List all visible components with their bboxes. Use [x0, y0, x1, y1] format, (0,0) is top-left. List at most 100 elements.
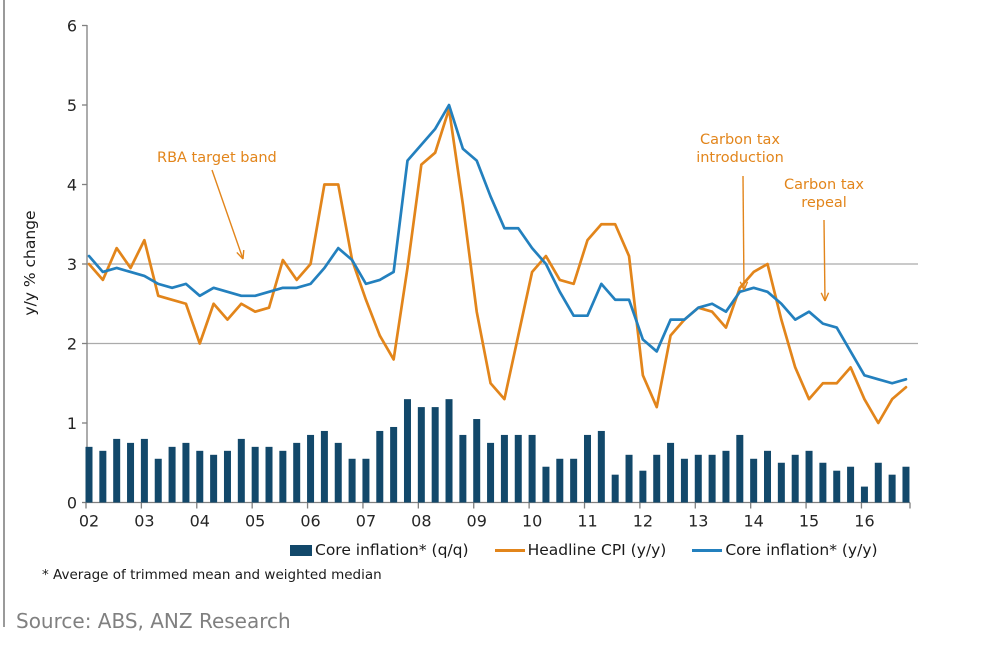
core-qq-bar — [376, 430, 384, 503]
annotation-text-line1: Carbon tax — [784, 177, 864, 193]
annotation-carbon-tax-introduction: Carbon tax introduction — [685, 131, 795, 167]
core-qq-bar — [791, 454, 799, 503]
core-qq-bar — [736, 434, 744, 503]
x-axis-tick-label: 07 — [356, 512, 376, 531]
core-qq-bar — [182, 442, 190, 503]
core-qq-bar — [251, 446, 259, 503]
x-axis-tick-label: 16 — [854, 512, 874, 531]
annotation-text-line2: repeal — [801, 195, 847, 211]
annotation-text-line2: introduction — [696, 150, 784, 166]
core-qq-bar — [168, 446, 176, 503]
core-qq-bar — [307, 434, 315, 503]
core-qq-bar — [459, 434, 467, 503]
core-qq-bar — [777, 462, 785, 503]
legend-label: Core inflation* (q/q) — [315, 541, 469, 559]
core-yy-line — [87, 103, 908, 385]
x-axis-tick-label: 11 — [577, 512, 597, 531]
y-axis-tick-label: 4 — [67, 176, 77, 195]
x-axis-tick-label: 13 — [688, 512, 708, 531]
annotation-arrowhead — [820, 292, 826, 302]
core-qq-bar — [279, 450, 287, 503]
core-qq-bar — [583, 434, 591, 503]
y-axis-tick-label: 5 — [67, 96, 77, 115]
core-qq-bar — [196, 450, 204, 503]
chart-footnote: * Average of trimmed mean and weighted m… — [42, 567, 382, 583]
core-qq-bar — [445, 399, 453, 503]
legend-bar-swatch-icon — [290, 544, 312, 556]
x-axis-tick-label: 10 — [522, 512, 542, 531]
core-qq-bar — [750, 458, 758, 503]
core-qq-bar — [334, 442, 342, 503]
x-axis-tick-label: 02 — [79, 512, 99, 531]
legend-line-swatch-icon — [692, 548, 723, 552]
x-axis-tick-label: 03 — [134, 512, 154, 531]
core-qq-bar — [639, 470, 647, 503]
core-qq-bar — [140, 438, 148, 503]
core-qq-bar — [542, 466, 550, 503]
x-axis-tick-label: 15 — [799, 512, 819, 531]
core-qq-bar — [902, 466, 910, 503]
core-qq-bar — [625, 454, 633, 503]
core-qq-bar — [85, 446, 93, 503]
chart-legend: Core inflation* (q/q) Headline CPI (y/y)… — [290, 541, 878, 559]
core-qq-bar — [597, 430, 605, 503]
annotation-arrowhead — [236, 251, 244, 260]
core-qq-bar — [611, 474, 619, 503]
core-qq-bar — [293, 442, 301, 503]
annotation-text: RBA target band — [157, 150, 277, 166]
x-axis-tick-label: 06 — [300, 512, 320, 531]
core-qq-bar — [694, 454, 702, 503]
core-qq-bar — [570, 458, 578, 503]
legend-item-core-qq: Core inflation* (q/q) — [290, 541, 469, 559]
core-qq-bar — [667, 442, 675, 503]
y-axis-title: y/y % change — [21, 210, 39, 316]
source-attribution: Source: ABS, ANZ Research — [16, 609, 291, 633]
core-qq-bar — [348, 458, 356, 503]
core-qq-bar — [473, 419, 481, 503]
core-qq-bar — [431, 407, 439, 503]
legend-item-core-yy: Core inflation* (y/y) — [692, 541, 878, 559]
core-qq-bar — [320, 430, 328, 503]
annotation-text-line1: Carbon tax — [700, 132, 780, 148]
core-qq-bar — [722, 450, 730, 503]
y-axis-tick-label: 3 — [67, 255, 77, 274]
core-qq-bar — [127, 442, 135, 503]
core-qq-bar — [237, 438, 245, 503]
legend-label: Core inflation* (y/y) — [725, 541, 878, 559]
x-axis-tick-label: 05 — [245, 512, 265, 531]
annotation-arrowhead — [739, 281, 745, 291]
legend-line-swatch-icon — [494, 548, 525, 552]
core-qq-bar — [265, 446, 273, 503]
core-qq-bar — [514, 434, 522, 503]
y-axis-tick-label: 6 — [67, 17, 77, 36]
core-qq-bar — [223, 450, 231, 503]
x-axis-tick-label: 14 — [744, 512, 764, 531]
core-qq-bar — [556, 458, 564, 503]
core-qq-bar — [764, 450, 772, 503]
annotation-arrowhead — [242, 249, 245, 260]
annotation-arrowhead — [824, 292, 830, 302]
core-qq-bar — [500, 434, 508, 503]
core-qq-bar — [833, 470, 841, 503]
core-qq-bar — [653, 454, 661, 503]
x-axis-tick-label: 04 — [190, 512, 210, 531]
annotation-arrow — [742, 175, 745, 291]
annotation-arrow — [823, 219, 826, 302]
y-axis-tick-label: 2 — [67, 335, 77, 354]
core-qq-bar — [847, 466, 855, 503]
legend-label: Headline CPI (y/y) — [527, 541, 667, 559]
core-qq-bar — [805, 450, 813, 503]
annotation-rba-target-band: RBA target band — [157, 149, 277, 167]
core-qq-bar — [874, 462, 882, 503]
annotation-arrow — [211, 169, 244, 260]
core-qq-bar — [210, 454, 218, 503]
core-qq-bar — [403, 399, 411, 503]
annotation-carbon-tax-repeal: Carbon tax repeal — [769, 176, 879, 212]
core-qq-bar — [362, 458, 370, 503]
core-qq-bar — [417, 407, 425, 503]
core-qq-bar — [888, 474, 896, 503]
x-axis-tick-label: 08 — [411, 512, 431, 531]
legend-item-headline-cpi: Headline CPI (y/y) — [494, 541, 667, 559]
y-axis-tick-label: 1 — [67, 414, 77, 433]
